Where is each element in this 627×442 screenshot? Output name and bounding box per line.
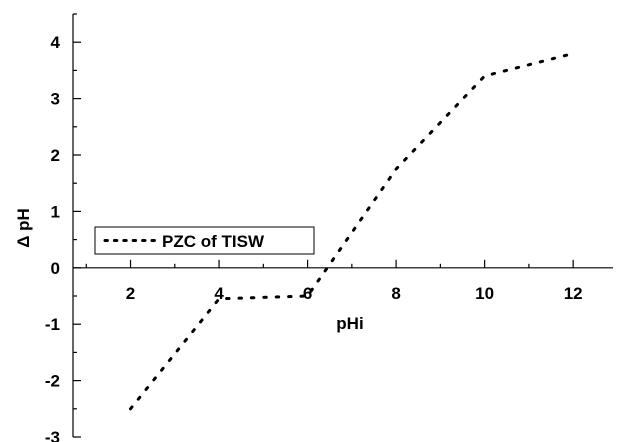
y-tick-label: -1	[45, 315, 60, 334]
x-tick-label: 2	[126, 284, 135, 303]
y-tick-label: 3	[51, 90, 60, 109]
y-tick-label: -3	[45, 428, 60, 442]
y-tick-label: 0	[51, 259, 60, 278]
x-tick-label: 6	[303, 284, 312, 303]
x-tick-label: 8	[391, 284, 400, 303]
y-tick-label: 4	[51, 33, 61, 52]
y-axis-title: Δ pH	[14, 208, 33, 248]
y-ticks: -3 -2 -1 0 1 2 3 4	[45, 13, 81, 442]
legend-box	[94, 226, 315, 255]
y-tick-label: -2	[45, 372, 60, 391]
x-tick-label: 4	[214, 284, 224, 303]
legend-entry-label: PZC of TISW	[162, 232, 265, 251]
y-tick-label: 1	[51, 202, 60, 221]
x-tick-label: 12	[564, 284, 583, 303]
legend: PZC of TISW	[94, 226, 315, 255]
x-ticks: 2 4 6 8 10 12	[85, 259, 583, 303]
x-tick-label: 10	[475, 284, 494, 303]
x-axis-title: pHi	[336, 314, 363, 333]
y-tick-label: 2	[51, 146, 60, 165]
